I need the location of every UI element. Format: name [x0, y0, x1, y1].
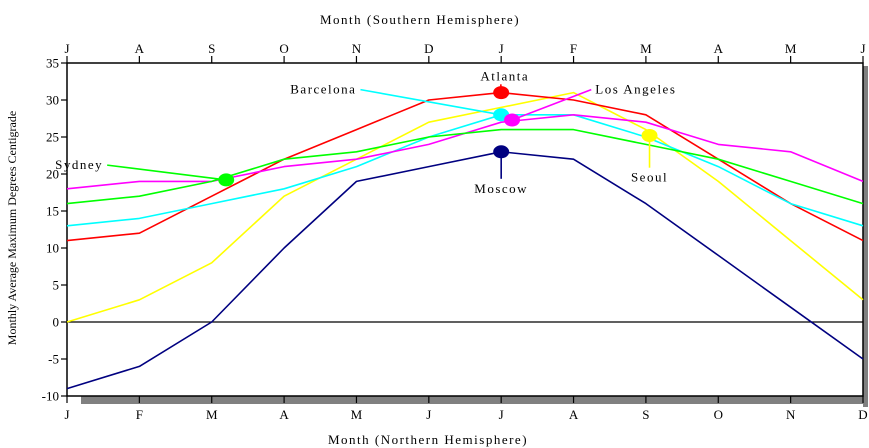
- top-tick-label-7: F: [570, 41, 577, 56]
- top-tick-label-10: M: [785, 41, 797, 56]
- y-tick-label-3: 5: [53, 278, 60, 293]
- y-tick-label-2: 0: [53, 315, 60, 330]
- series-line-atlanta: [66, 91, 864, 242]
- y-tick-label-0: -10: [42, 389, 59, 404]
- y-axis-title: Monthly Average Maximum Degrees Centigra…: [5, 111, 19, 345]
- top-tick-label-3: O: [279, 41, 288, 56]
- x-tick-label-10: N: [786, 407, 796, 422]
- series-line-sydney: [66, 128, 864, 205]
- series-line-barcelona: [66, 114, 864, 227]
- label-barcelona: Barcelona: [290, 82, 356, 97]
- label-sydney: Sydney: [55, 157, 103, 172]
- marker-moscow: [493, 145, 510, 159]
- marker-atlanta: [493, 86, 510, 100]
- top-tick-label-2: S: [208, 41, 215, 56]
- top-axis-title: Month (Southern Hemisphere): [320, 12, 520, 27]
- x-axis-title: Month (Northern Hemisphere): [328, 432, 528, 447]
- x-tick-label-11: D: [858, 407, 867, 422]
- frame-shadow-bottom: [81, 396, 868, 404]
- y-tick-label-9: 35: [46, 56, 59, 71]
- frame-shadow-right: [863, 66, 868, 407]
- series-line-seoul: [66, 91, 864, 323]
- y-tick-label-7: 25: [46, 130, 59, 145]
- top-tick-label-9: A: [714, 41, 724, 56]
- y-tick-label-6: 20: [46, 167, 59, 182]
- top-tick-label-4: N: [352, 41, 362, 56]
- leader-sydney: [107, 164, 227, 181]
- plot-frame: [66, 62, 864, 397]
- x-tick-label-3: A: [279, 407, 289, 422]
- x-tick-label-8: S: [642, 407, 649, 422]
- top-tick-label-8: M: [640, 41, 652, 56]
- label-atlanta: Atlanta: [480, 68, 529, 83]
- top-tick-label-11: J: [860, 41, 865, 56]
- x-tick-label-4: M: [351, 407, 363, 422]
- y-tick-label-8: 30: [46, 93, 59, 108]
- x-tick-label-6: J: [499, 407, 504, 422]
- x-tick-label-2: M: [206, 407, 218, 422]
- marker-los-angeles: [504, 113, 521, 127]
- y-tick-label-5: 15: [46, 204, 59, 219]
- y-tick-label-4: 10: [46, 241, 59, 256]
- leader-barcelona: [360, 88, 502, 116]
- marker-seoul: [641, 129, 658, 143]
- top-tick-label-1: A: [135, 41, 145, 56]
- label-seoul: Seoul: [631, 170, 668, 185]
- label-los-angeles: Los Angeles: [595, 82, 676, 97]
- y-tick-label-1: -5: [48, 352, 59, 367]
- x-tick-label-9: O: [714, 407, 723, 422]
- x-tick-label-1: F: [136, 407, 143, 422]
- x-tick-label-0: J: [64, 407, 69, 422]
- x-tick-label-7: A: [569, 407, 579, 422]
- top-tick-label-6: J: [499, 41, 504, 56]
- top-tick-label-0: J: [64, 41, 69, 56]
- leader-los-angeles: [511, 88, 592, 121]
- x-tick-label-5: J: [426, 407, 431, 422]
- marker-sydney: [218, 173, 235, 187]
- plot-area: -10 -5 0 5 10 15 20 25 30 35 J J F A M S A O M N J D J J A F S M O A N…: [42, 41, 868, 422]
- label-moscow: Moscow: [474, 181, 528, 196]
- top-tick-label-5: D: [424, 41, 433, 56]
- series-line-moscow: [66, 151, 864, 390]
